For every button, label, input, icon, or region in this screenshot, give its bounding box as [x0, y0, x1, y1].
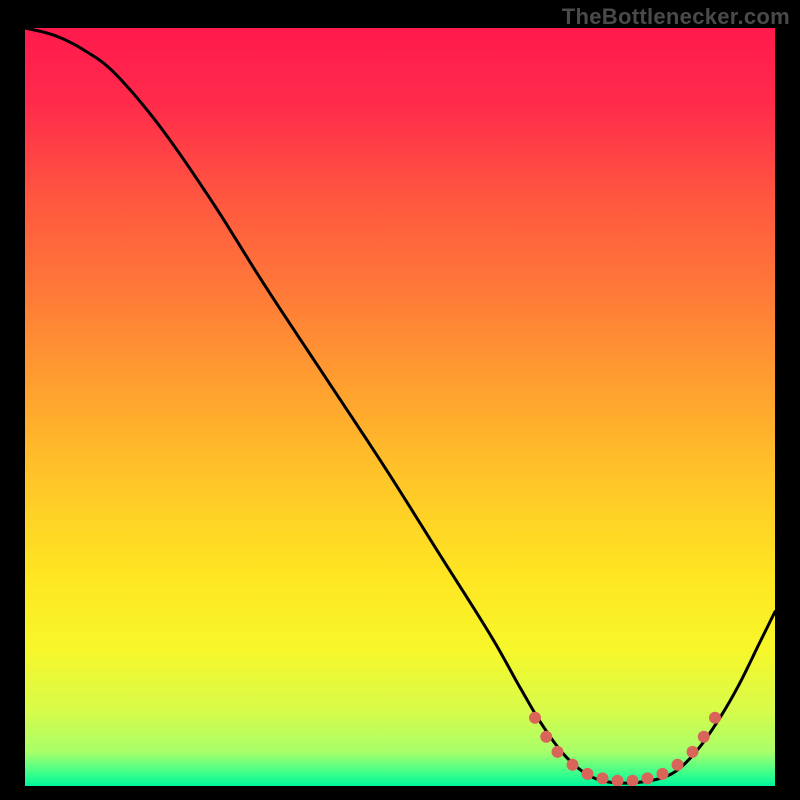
curve-marker: [582, 768, 594, 780]
watermark-text: TheBottlenecker.com: [562, 4, 790, 30]
chart-container: { "watermark_text": "TheBottlenecker.com…: [0, 0, 800, 800]
curve-marker: [687, 746, 699, 758]
curve-marker: [698, 731, 710, 743]
curve-marker: [672, 759, 684, 771]
curve-marker: [552, 746, 564, 758]
chart-plot-area: [25, 28, 775, 786]
chart-svg: [25, 28, 775, 786]
curve-marker: [597, 772, 609, 784]
curve-marker: [567, 759, 579, 771]
curve-marker: [529, 712, 541, 724]
curve-marker: [657, 768, 669, 780]
chart-background-gradient: [25, 28, 775, 786]
curve-marker: [709, 712, 721, 724]
curve-marker: [642, 772, 654, 784]
curve-marker: [540, 731, 552, 743]
